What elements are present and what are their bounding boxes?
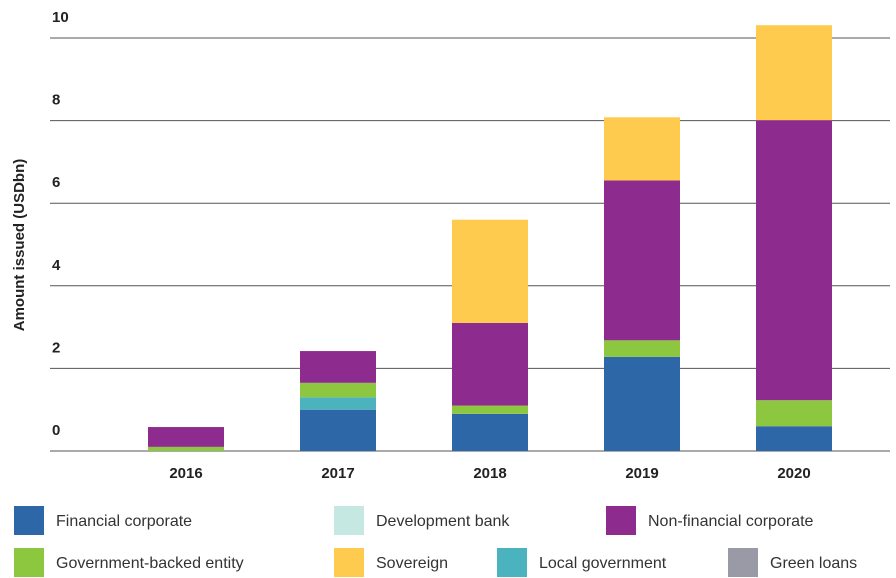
y-tick-label: 4 bbox=[52, 257, 61, 274]
y-axis-title: Amount issued (USDbn) bbox=[11, 159, 28, 332]
legend-swatch bbox=[14, 548, 44, 577]
bar-segment bbox=[604, 117, 680, 181]
bar-segment bbox=[452, 413, 528, 451]
legend-label: Government-backed entity bbox=[56, 555, 244, 572]
x-tick-label: 2020 bbox=[777, 465, 810, 482]
bar-segment bbox=[148, 446, 224, 451]
bar-segment bbox=[300, 397, 376, 410]
legend-swatch bbox=[728, 548, 758, 577]
bar-segment bbox=[300, 351, 376, 383]
bar-segment bbox=[452, 322, 528, 406]
legend-swatch bbox=[334, 548, 364, 577]
y-tick-label: 2 bbox=[52, 339, 60, 356]
bar-segment bbox=[300, 409, 376, 451]
legend-label: Development bank bbox=[376, 513, 510, 530]
y-tick-label: 8 bbox=[52, 92, 60, 109]
x-tick-label: 2016 bbox=[169, 465, 202, 482]
bar-segment bbox=[452, 219, 528, 323]
bar-segment bbox=[300, 382, 376, 398]
bar-segment bbox=[756, 25, 832, 121]
legend-swatch bbox=[497, 548, 527, 577]
y-tick-label: 10 bbox=[52, 9, 69, 26]
bar-segment bbox=[756, 120, 832, 401]
legend-label: Sovereign bbox=[376, 555, 448, 572]
legend-swatch bbox=[606, 506, 636, 535]
legend-swatch bbox=[334, 506, 364, 535]
y-tick-label: 0 bbox=[52, 422, 60, 439]
legend-swatch bbox=[14, 506, 44, 535]
bar-segment bbox=[604, 180, 680, 341]
bar-segment bbox=[756, 400, 832, 427]
y-tick-label: 6 bbox=[52, 174, 60, 191]
bar-segment bbox=[148, 427, 224, 447]
legend-label: Financial corporate bbox=[56, 513, 192, 530]
bar-segment bbox=[756, 426, 832, 451]
x-tick-label: 2017 bbox=[321, 465, 354, 482]
bar-segment bbox=[604, 340, 680, 357]
bar-segment bbox=[604, 356, 680, 451]
x-tick-label: 2018 bbox=[473, 465, 506, 482]
legend-label: Local government bbox=[539, 555, 667, 572]
legend-label: Non-financial corporate bbox=[648, 513, 814, 530]
bar-segment bbox=[452, 405, 528, 414]
x-tick-label: 2019 bbox=[625, 465, 658, 482]
legend-label: Green loans bbox=[770, 555, 857, 572]
